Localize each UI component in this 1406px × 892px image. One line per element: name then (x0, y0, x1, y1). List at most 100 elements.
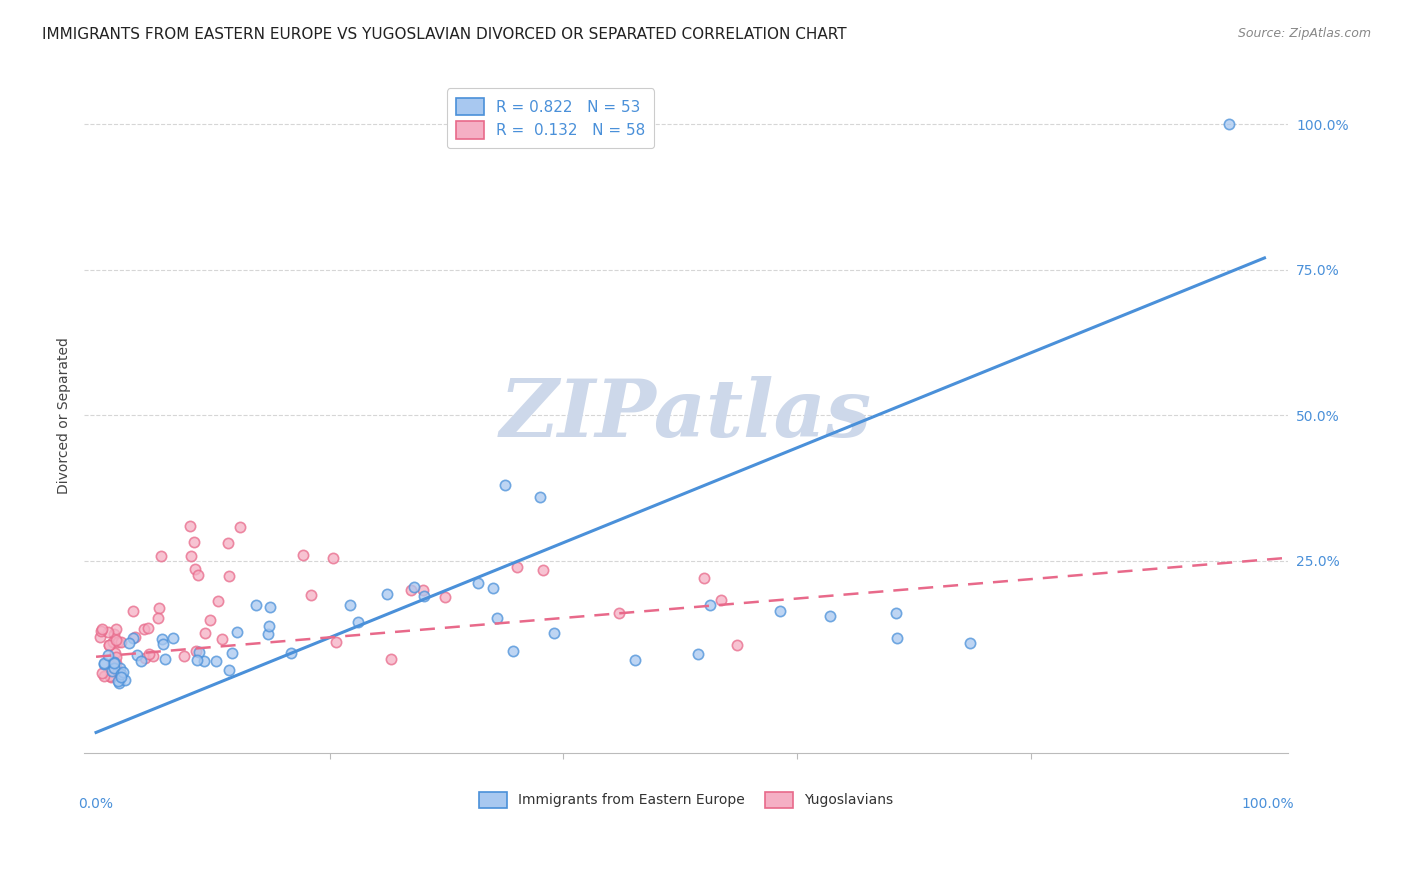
Point (101, 635, 124, 649)
Point (205, 654, 228, 668)
Point (97, 624, 120, 639)
Point (107, 664, 129, 678)
Point (93, 657, 115, 672)
Point (90, 624, 112, 639)
Point (221, 646, 243, 660)
Point (225, 624, 247, 639)
Point (134, 622, 156, 636)
Point (108, 676, 131, 690)
Point (98, 669, 121, 683)
Point (173, 649, 195, 664)
Point (89, 630, 111, 644)
Point (531, 563, 554, 577)
Point (180, 549, 202, 563)
Point (91, 623, 114, 637)
Text: ZIPatlas: ZIPatlas (501, 376, 872, 454)
Point (108, 661, 131, 675)
Point (194, 625, 217, 640)
Point (91, 666, 114, 681)
Point (346, 615, 368, 629)
Point (93, 668, 115, 682)
Point (110, 670, 132, 684)
Point (725, 638, 748, 652)
Point (150, 549, 173, 563)
Text: 100.0%: 100.0% (1241, 797, 1294, 811)
Point (104, 633, 127, 648)
Point (107, 674, 129, 689)
Point (245, 598, 267, 612)
Point (152, 637, 174, 651)
Text: Source: ZipAtlas.com: Source: ZipAtlas.com (1237, 27, 1371, 40)
Text: IMMIGRANTS FROM EASTERN EUROPE VS YUGOSLAVIAN DIVORCED OR SEPARATED CORRELATION : IMMIGRANTS FROM EASTERN EUROPE VS YUGOSL… (42, 27, 846, 42)
Point (97, 638, 120, 652)
Point (886, 631, 908, 645)
Point (148, 611, 170, 625)
Point (114, 673, 136, 688)
Point (467, 575, 489, 590)
Y-axis label: Divorced or Separated: Divorced or Separated (58, 336, 72, 493)
Point (187, 568, 209, 582)
Point (188, 645, 211, 659)
Point (179, 518, 201, 533)
Point (322, 551, 344, 566)
Point (257, 619, 280, 633)
Point (148, 601, 170, 615)
Point (97, 648, 120, 662)
Point (399, 583, 422, 598)
Point (769, 604, 792, 618)
Point (412, 582, 434, 597)
Point (121, 604, 143, 618)
Point (380, 652, 402, 666)
Point (101, 664, 124, 678)
Text: 0.0%: 0.0% (79, 797, 114, 811)
Point (129, 654, 152, 668)
Point (103, 626, 125, 640)
Point (375, 587, 398, 601)
Point (339, 598, 361, 612)
Point (543, 626, 565, 640)
Point (103, 661, 125, 675)
Point (183, 535, 205, 549)
Point (229, 520, 252, 534)
Point (404, 580, 426, 594)
Point (280, 646, 302, 660)
Point (100, 669, 122, 683)
Legend: Immigrants from Eastern Europe, Yugoslavians: Immigrants from Eastern Europe, Yugoslav… (474, 786, 898, 814)
Point (820, 608, 842, 623)
Point (218, 569, 240, 583)
Point (412, 589, 434, 603)
Point (607, 607, 630, 621)
Point (256, 627, 278, 641)
Point (124, 630, 146, 644)
Point (529, 490, 551, 504)
Point (103, 655, 125, 669)
Point (494, 478, 516, 492)
Point (162, 632, 184, 646)
Point (184, 644, 207, 658)
Point (217, 536, 239, 550)
Point (104, 622, 127, 636)
Point (110, 667, 132, 681)
Point (150, 632, 173, 646)
Point (211, 632, 233, 646)
Point (686, 648, 709, 662)
Point (98, 639, 121, 653)
Point (104, 646, 127, 660)
Point (485, 611, 508, 625)
Point (884, 607, 907, 621)
Point (122, 631, 145, 645)
Point (93, 656, 115, 670)
Point (710, 592, 733, 607)
Point (111, 665, 134, 679)
Point (186, 653, 208, 667)
Point (138, 648, 160, 662)
Point (218, 663, 240, 677)
Point (207, 594, 229, 608)
Point (118, 636, 141, 650)
Point (502, 644, 524, 658)
Point (325, 635, 347, 649)
Point (107, 635, 129, 649)
Point (104, 649, 127, 664)
Point (624, 653, 647, 667)
Point (105, 656, 128, 670)
